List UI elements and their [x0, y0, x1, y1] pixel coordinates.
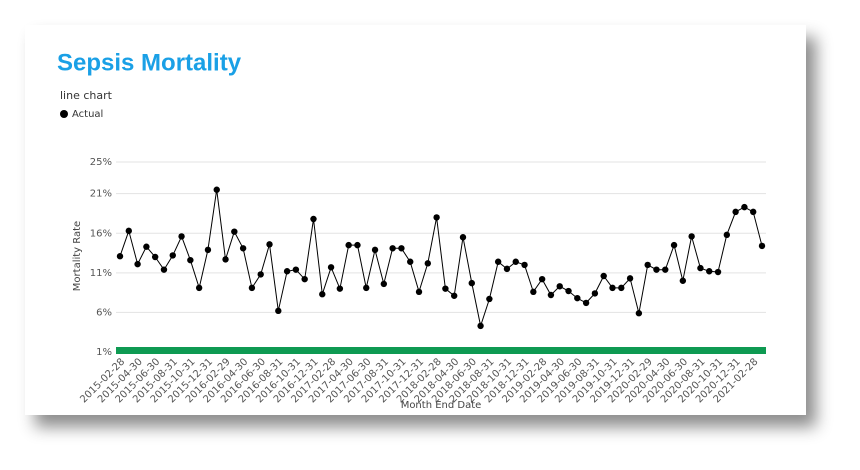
data-point	[530, 288, 537, 296]
data-point	[486, 295, 493, 303]
data-point	[195, 284, 203, 292]
data-point	[609, 284, 616, 292]
data-point	[635, 310, 643, 317]
data-point	[213, 186, 220, 193]
data-point	[600, 272, 607, 280]
data-point	[160, 266, 168, 273]
data-point	[706, 268, 713, 275]
data-point	[310, 215, 317, 223]
data-point	[231, 228, 238, 235]
data-point	[494, 258, 502, 265]
data-point	[301, 275, 308, 283]
data-point	[538, 275, 546, 283]
data-point	[275, 307, 282, 315]
data-point	[266, 241, 273, 248]
data-point	[327, 264, 335, 271]
y-tick-label: 1%	[96, 347, 112, 358]
data-point	[758, 242, 766, 250]
data-point	[169, 252, 176, 259]
data-point	[468, 279, 475, 287]
y-tick-label: 25%	[90, 157, 112, 168]
x-axis-title: Month End Date	[401, 400, 482, 411]
legend-label: Actual	[72, 109, 103, 120]
data-point	[433, 214, 440, 221]
chart-subtitle: line chart	[60, 89, 113, 102]
data-point	[222, 256, 229, 263]
data-point	[512, 258, 519, 265]
data-point	[626, 275, 634, 282]
data-point	[477, 322, 484, 330]
legend-marker	[60, 110, 68, 118]
data-point	[283, 268, 291, 275]
data-point	[688, 233, 695, 240]
data-point	[750, 208, 757, 216]
data-point	[582, 299, 590, 307]
y-tick-label: 11%	[90, 268, 112, 279]
y-tick-label: 6%	[96, 307, 112, 318]
data-point	[503, 265, 511, 273]
data-point	[644, 261, 651, 269]
data-point	[415, 288, 423, 296]
data-point	[618, 284, 625, 292]
data-point	[345, 241, 352, 249]
data-point	[134, 260, 141, 268]
data-point	[257, 271, 264, 278]
data-point	[662, 266, 669, 273]
y-axis-title: Mortality Rate	[72, 221, 83, 291]
data-point	[521, 261, 528, 269]
data-point	[450, 292, 458, 299]
data-point	[248, 284, 256, 292]
data-point	[670, 241, 678, 249]
data-point	[679, 277, 687, 284]
data-point	[565, 287, 572, 295]
data-point	[723, 231, 731, 239]
data-point	[239, 245, 247, 252]
data-point	[116, 253, 124, 260]
data-point	[424, 260, 432, 267]
data-point	[389, 245, 396, 252]
card	[25, 25, 806, 415]
data-point	[292, 266, 300, 273]
data-point	[125, 227, 132, 235]
data-point	[697, 264, 704, 272]
chart-title: Sepsis Mortality	[57, 49, 242, 76]
y-tick-label: 21%	[90, 189, 112, 200]
data-point	[398, 245, 405, 252]
data-point	[732, 208, 739, 216]
data-point	[741, 203, 748, 211]
data-point	[319, 291, 326, 298]
data-point	[187, 256, 194, 264]
data-point	[653, 266, 660, 273]
baseline-band	[116, 347, 766, 354]
data-point	[407, 258, 414, 265]
data-point	[143, 243, 150, 250]
data-point	[363, 284, 370, 292]
data-point	[354, 241, 361, 249]
data-point	[547, 291, 555, 299]
data-point	[178, 233, 185, 240]
data-point	[591, 290, 599, 297]
data-point	[380, 280, 388, 288]
data-point	[371, 246, 379, 254]
data-point	[459, 234, 467, 241]
data-point	[442, 285, 449, 292]
data-point	[336, 285, 344, 292]
data-point	[714, 268, 722, 276]
data-point	[574, 294, 581, 302]
y-tick-label: 16%	[90, 228, 112, 239]
data-point	[151, 253, 159, 261]
data-point	[204, 246, 212, 254]
data-point	[556, 283, 563, 290]
